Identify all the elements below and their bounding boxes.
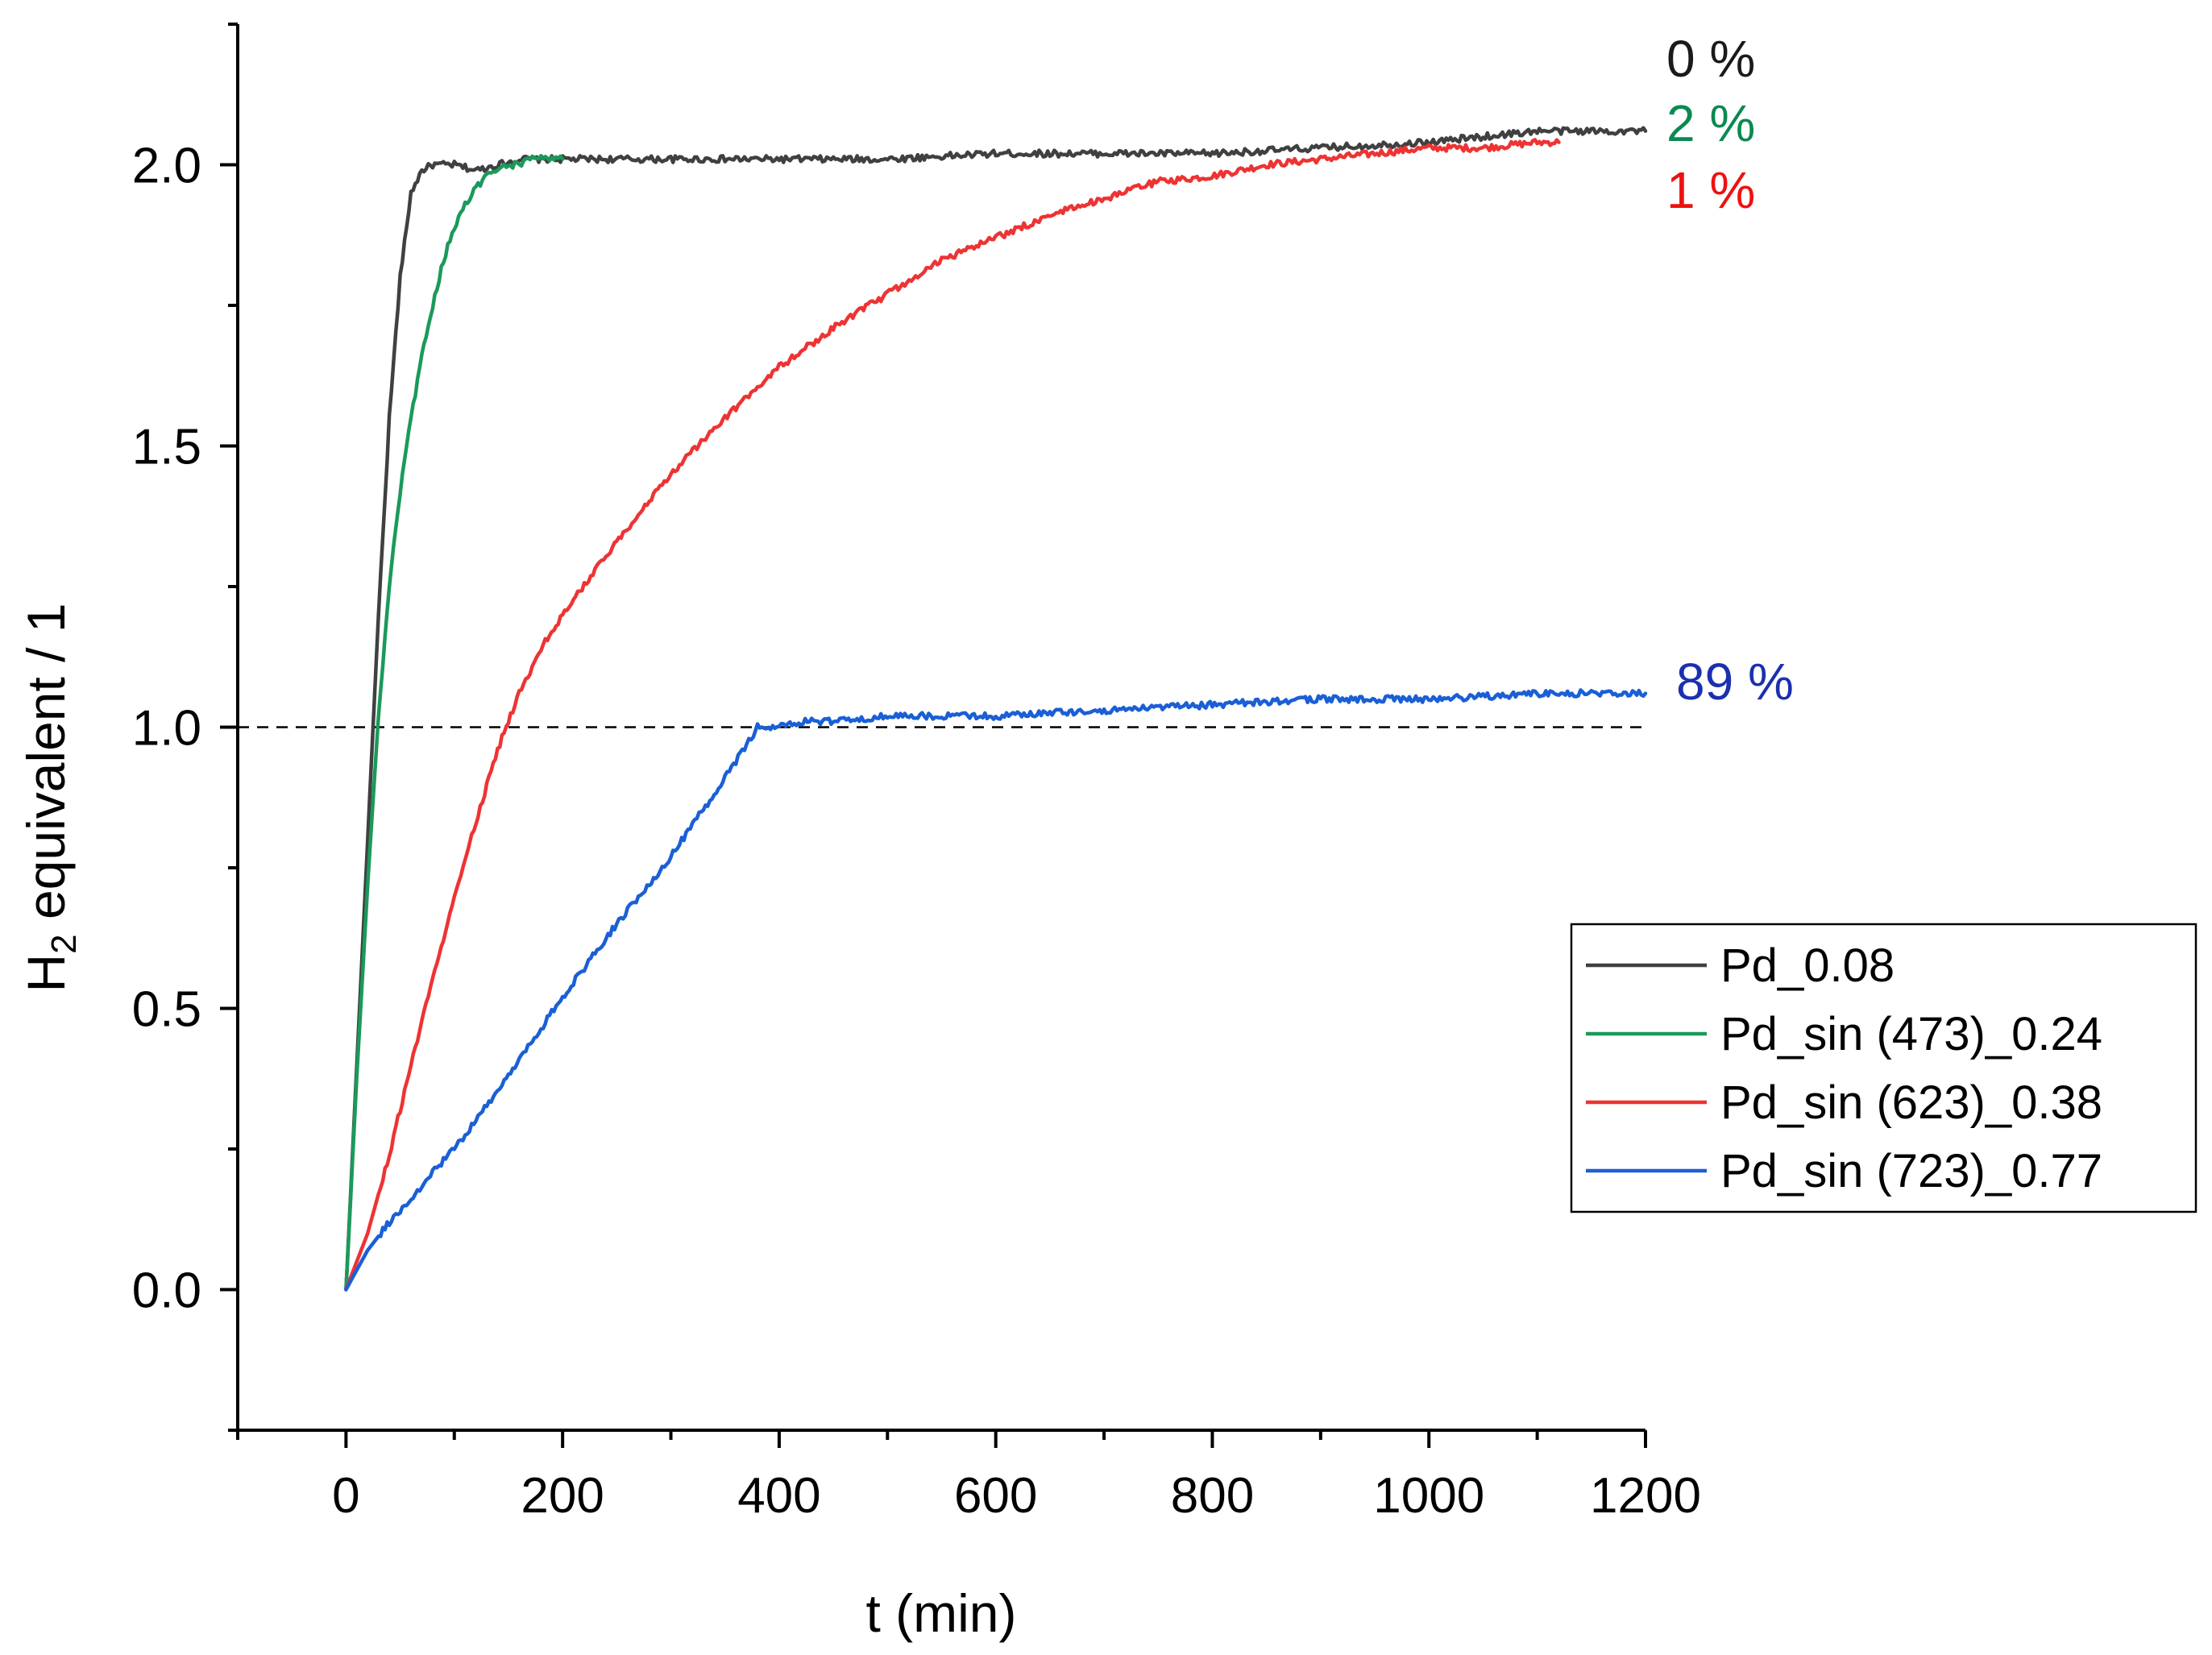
legend-label: Pd_sin (473)_0.24 xyxy=(1720,1008,2102,1060)
end-labels: 0 % 2 % 1 % 89 % xyxy=(1666,30,1794,711)
y-axis-title-subscript: 2 xyxy=(44,934,84,953)
y-axis-title: H2 equivalent / 1 xyxy=(16,603,84,992)
y-axis-title-rest: equivalent / 1 xyxy=(16,603,76,934)
legend: Pd_0.08 Pd_sin (473)_0.24 Pd_sin (623)_0.3… xyxy=(1570,923,2197,1213)
plot-area xyxy=(238,126,1648,1292)
x-tick-label: 1000 xyxy=(1373,1468,1484,1524)
x-ticks: 0 200 400 600 800 1000 1200 xyxy=(236,1430,1701,1524)
x-tick-label: 200 xyxy=(521,1468,604,1524)
x-tick-label: 800 xyxy=(1171,1468,1254,1524)
x-tick-label: 1200 xyxy=(1590,1468,1701,1524)
y-tick-label: 0.5 xyxy=(132,982,201,1038)
end-label: 1 % xyxy=(1666,161,1755,219)
y-tick-label: 1.5 xyxy=(132,420,201,475)
legend-label: Pd_sin (623)_0.38 xyxy=(1720,1076,2102,1129)
series-line xyxy=(344,138,1561,1292)
x-axis-title: t (min) xyxy=(866,1583,1017,1643)
y-tick-label: 1.0 xyxy=(132,701,201,757)
end-label: 89 % xyxy=(1676,653,1794,711)
x-tick-label: 400 xyxy=(737,1468,820,1524)
y-tick-label: 2.0 xyxy=(132,139,201,194)
y-ticks: 0.0 0.5 1.0 1.5 2.0 xyxy=(132,23,238,1432)
x-tick-label: 0 xyxy=(332,1468,359,1524)
series-line xyxy=(344,154,565,1292)
end-label: 0 % xyxy=(1666,30,1755,88)
x-tick-label: 600 xyxy=(954,1468,1037,1524)
y-tick-label: 0.0 xyxy=(132,1263,201,1319)
y-axis-title-main: H xyxy=(16,954,76,993)
legend-label: Pd_sin (723)_0.77 xyxy=(1720,1145,2102,1197)
end-label: 2 % xyxy=(1666,94,1755,152)
series-line xyxy=(344,688,1648,1292)
legend-label: Pd_0.08 xyxy=(1720,939,1895,992)
legend-box xyxy=(1570,923,2197,1213)
